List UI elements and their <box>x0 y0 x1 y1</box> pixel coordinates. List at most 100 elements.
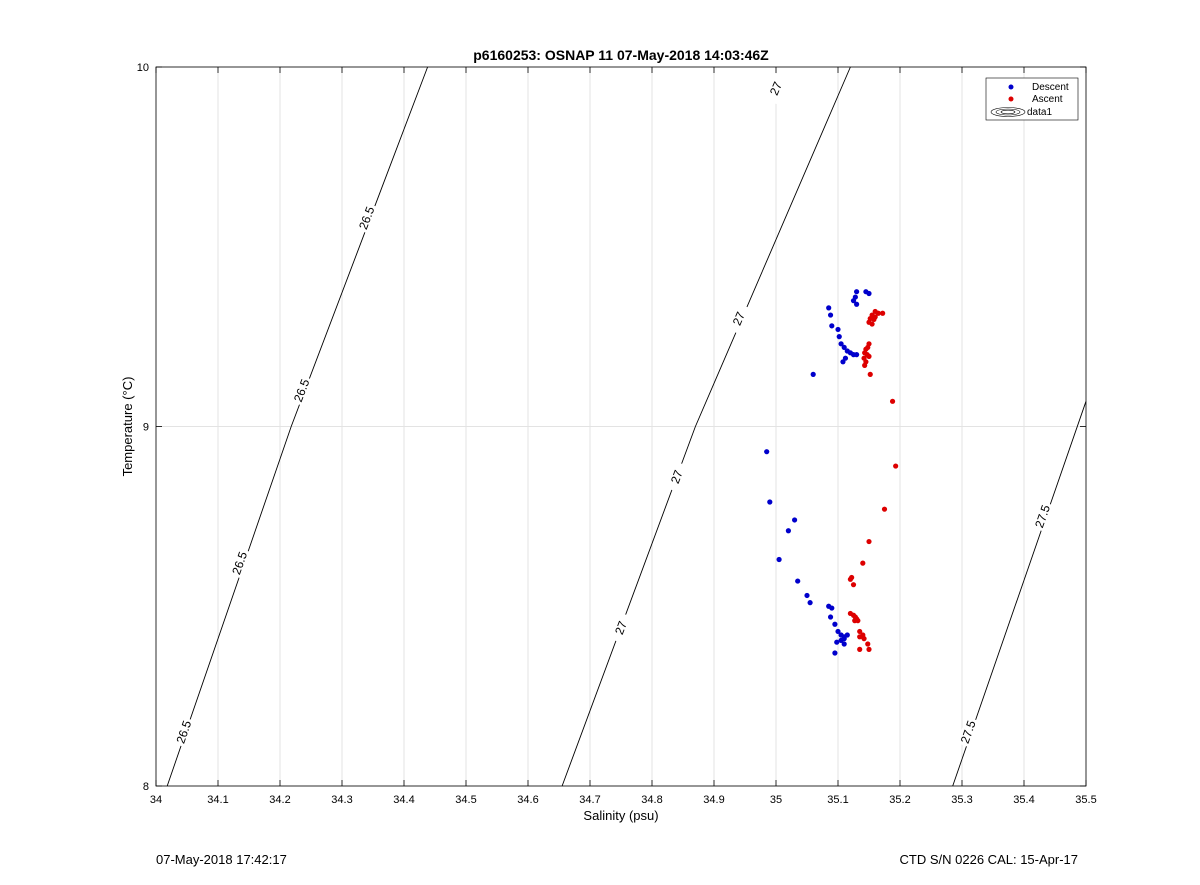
x-tick-label: 35.3 <box>951 794 972 806</box>
contour-ring <box>1000 109 1016 115</box>
legend-label-descent: Descent <box>1032 82 1069 93</box>
descent-point <box>795 578 801 584</box>
ascent-point <box>847 576 854 582</box>
descent-point <box>832 650 838 656</box>
ascent-point <box>855 618 861 624</box>
chart-title: p6160253: OSNAP 11 07-May-2018 14:03:46Z <box>473 47 769 63</box>
x-tick-label: 35.2 <box>889 794 910 806</box>
contour-label: 26.5 <box>173 718 194 745</box>
ascent-point <box>862 362 868 368</box>
y-tick-label: 8 <box>143 781 149 793</box>
legend-label-ascent: Ascent <box>1032 94 1063 105</box>
contour-label: 27.5 <box>958 718 979 745</box>
contour-label-bg <box>764 72 788 105</box>
ascent-point <box>865 641 871 647</box>
x-tick-label: 34.3 <box>331 794 352 806</box>
ascent-point <box>866 538 872 545</box>
y-tick-label: 9 <box>143 422 149 434</box>
contour-label-bg <box>290 374 314 407</box>
ascent-point <box>860 560 866 566</box>
contour-label: 27 <box>730 309 748 327</box>
data-points <box>764 289 899 656</box>
contour-label: 27 <box>612 619 630 637</box>
descent-point <box>827 614 834 620</box>
ascent-point <box>861 636 867 642</box>
descent-point <box>854 352 860 358</box>
contour-label: 27 <box>668 468 686 486</box>
ascent-point <box>867 371 873 377</box>
ascent-point <box>857 628 863 635</box>
x-tick-label: 34.6 <box>517 794 538 806</box>
descent-point <box>829 605 835 611</box>
ascent-point <box>869 321 875 327</box>
descent-point <box>841 344 847 351</box>
contour-label-bg <box>665 461 689 493</box>
x-tick-label: 34.2 <box>269 794 290 806</box>
descent-point <box>844 632 850 638</box>
contour-label: 27.5 <box>1032 503 1053 530</box>
descent-point <box>836 334 842 340</box>
x-tick-label: 34.7 <box>579 794 600 806</box>
contour-label-bg <box>726 303 751 335</box>
descent-point <box>810 371 816 377</box>
y-tick-label: 10 <box>137 62 149 74</box>
descent-point <box>767 499 773 505</box>
x-tick-label: 34.8 <box>641 794 662 806</box>
x-tick-label: 35.4 <box>1013 794 1034 806</box>
descent-point <box>866 290 872 297</box>
legend: Descent Ascent data1 <box>985 77 1079 121</box>
descent-point <box>838 637 844 644</box>
descent-point <box>776 556 782 563</box>
axis-ticks: 34 34.1 34.2 34.3 34.4 34.5 34.6 34.7 34.8 34.9 35… <box>137 62 1097 806</box>
x-tick-label: 34.9 <box>703 794 724 806</box>
contour-label-bg <box>172 716 196 748</box>
ascent-point <box>857 634 863 640</box>
ascent-point <box>866 353 872 359</box>
descent-point <box>807 600 813 606</box>
descent-point <box>785 528 792 534</box>
x-axis-label: Salinity (psu) <box>583 808 658 823</box>
footer-timestamp: 07-May-2018 17:42:17 <box>156 852 287 867</box>
contour-line-27 <box>561 66 851 787</box>
x-tick-label: 35.1 <box>827 794 848 806</box>
contour-ring <box>995 108 1021 116</box>
footer-instrument-info: CTD S/N 0226 CAL: 15-Apr-17 <box>899 852 1078 867</box>
ascent-point <box>857 646 863 652</box>
descent-point <box>826 305 832 311</box>
x-tick-label: 34.4 <box>393 794 414 806</box>
contour-label-bg <box>228 547 251 579</box>
ascent-point <box>866 646 872 652</box>
ascent-point <box>871 316 877 322</box>
descent-point <box>804 592 810 599</box>
contour-label: 27 <box>767 79 785 97</box>
ascent-point <box>881 506 888 512</box>
descent-point <box>764 449 770 455</box>
x-tick-label: 35 <box>770 794 782 806</box>
x-tick-label: 34.5 <box>455 794 476 806</box>
descent-point <box>850 298 857 304</box>
descent-point <box>841 641 847 647</box>
ascent-point <box>889 398 896 404</box>
ascent-point <box>880 310 886 316</box>
legend-marker-descent <box>1008 84 1014 90</box>
x-tick-label: 35.5 <box>1075 794 1096 806</box>
legend-label-data1: data1 <box>1027 107 1052 118</box>
x-tick-label: 34.1 <box>207 794 228 806</box>
ascent-point <box>893 463 899 469</box>
contour-label-bg <box>355 202 379 234</box>
descent-point <box>854 289 860 295</box>
ascent-point <box>875 310 881 316</box>
descent-point <box>792 517 798 523</box>
grid-lines <box>155 66 1087 787</box>
legend-marker-contour-icon <box>990 107 1026 117</box>
contour-label-bg <box>609 612 633 644</box>
descent-point <box>829 323 835 329</box>
x-tick-label: 34 <box>150 794 162 806</box>
descent-point <box>838 341 844 347</box>
contour-label: 26.5 <box>229 549 250 576</box>
contour-ring <box>990 107 1026 117</box>
descent-point <box>832 621 838 627</box>
contour-label-bg <box>1031 500 1054 532</box>
descent-point <box>827 312 834 318</box>
